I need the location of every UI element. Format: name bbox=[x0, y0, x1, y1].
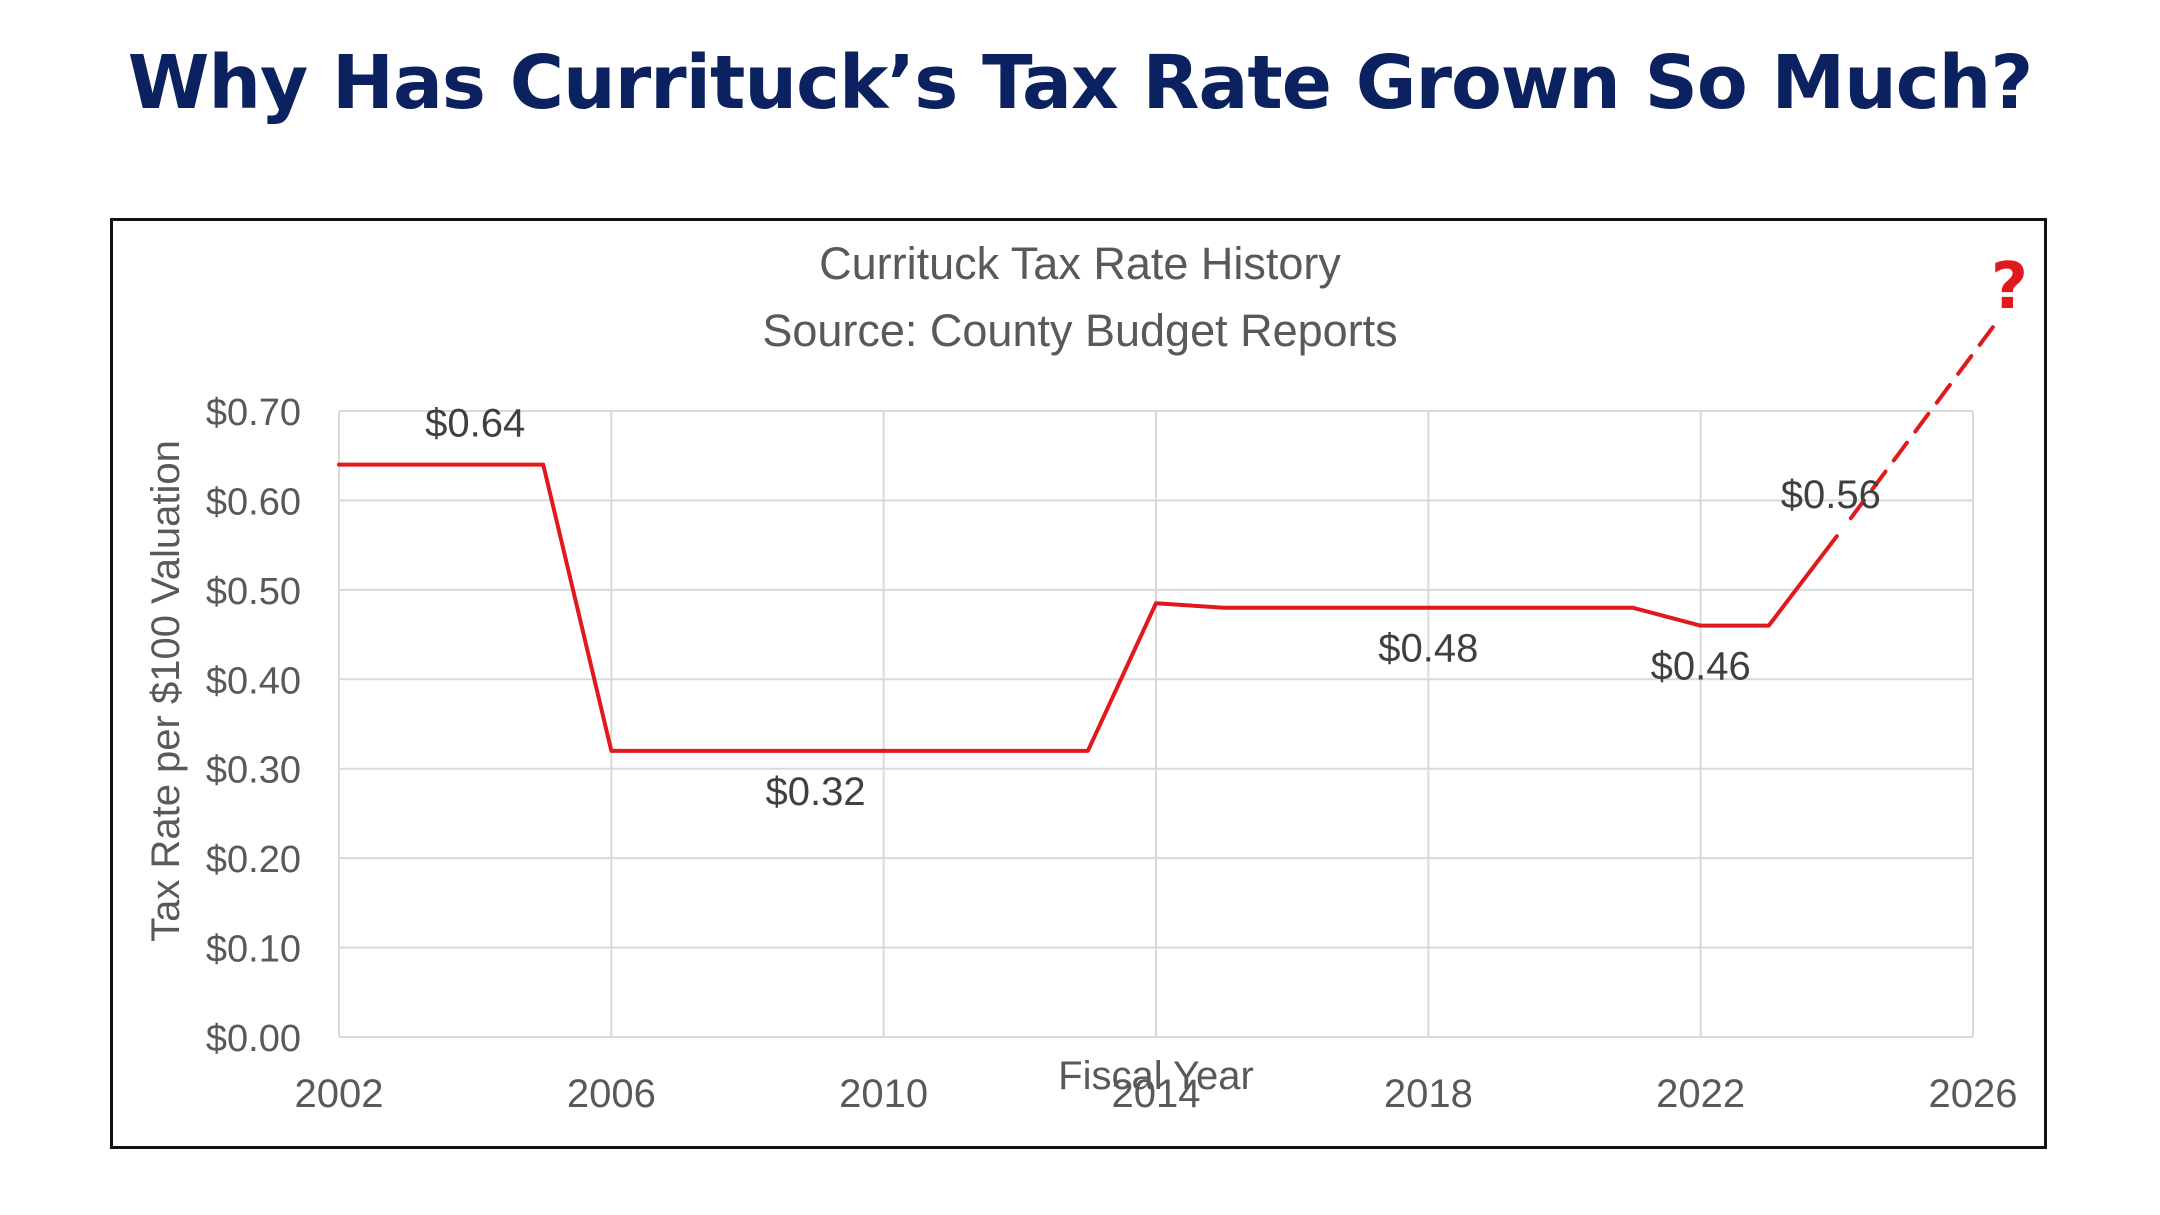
y-tick-label: $0.20 bbox=[206, 839, 301, 881]
y-axis-title: Tax Rate per $100 Valuation bbox=[144, 440, 188, 942]
y-tick-label: $0.60 bbox=[206, 481, 301, 523]
x-tick-label: 2010 bbox=[839, 1072, 928, 1116]
data-label: $0.64 bbox=[425, 402, 525, 446]
data-labels: ? $0.64 $0.32 $0.48 $0.46 $0.56 bbox=[425, 250, 2028, 814]
x-axis-title: Fiscal Year bbox=[1058, 1054, 1254, 1098]
slide-headline: Why Has Currituck’s Tax Rate Grown So Mu… bbox=[127, 40, 2034, 126]
y-tick-label: $0.00 bbox=[206, 1018, 301, 1060]
tax-rate-series-line bbox=[337, 462, 1839, 753]
x-tick-label: 2022 bbox=[1656, 1072, 1745, 1116]
data-label: $0.56 bbox=[1781, 473, 1881, 517]
series-layer bbox=[337, 319, 2000, 753]
chart-subtitle: Source: County Budget Reports bbox=[762, 305, 1397, 356]
chart-title: Currituck Tax Rate History bbox=[819, 238, 1341, 289]
tax-rate-line-chart: $0.00 $0.10 $0.20 $0.30 $0.40 $0.50 $0.60 $0.70… bbox=[144, 238, 2028, 1116]
data-label: $0.32 bbox=[766, 770, 866, 814]
y-tick-label: $0.50 bbox=[206, 571, 301, 613]
chart-frame: $0.00 $0.10 $0.20 $0.30 $0.40 $0.50 $0.60 $0.70… bbox=[110, 218, 2047, 1149]
data-label: $0.46 bbox=[1651, 645, 1751, 689]
x-tick-label: 2002 bbox=[295, 1072, 384, 1116]
data-label: $0.48 bbox=[1378, 627, 1478, 671]
x-tick-label: 2018 bbox=[1384, 1072, 1473, 1116]
y-tick-label: $0.40 bbox=[206, 660, 301, 702]
x-tick-label: 2014 bbox=[1112, 1072, 1201, 1116]
projection-question-mark: ? bbox=[1991, 250, 2028, 324]
axes: $0.00 $0.10 $0.20 $0.30 $0.40 $0.50 $0.60 $0.70… bbox=[206, 392, 2018, 1116]
gridlines bbox=[338, 410, 1974, 1038]
y-tick-label: $0.70 bbox=[206, 392, 301, 434]
y-tick-label: $0.10 bbox=[206, 929, 301, 971]
x-tick-label: 2006 bbox=[567, 1072, 656, 1116]
x-tick-label: 2026 bbox=[1929, 1072, 2018, 1116]
projection-dashed-line bbox=[1848, 319, 2000, 521]
y-tick-label: $0.30 bbox=[206, 750, 301, 792]
